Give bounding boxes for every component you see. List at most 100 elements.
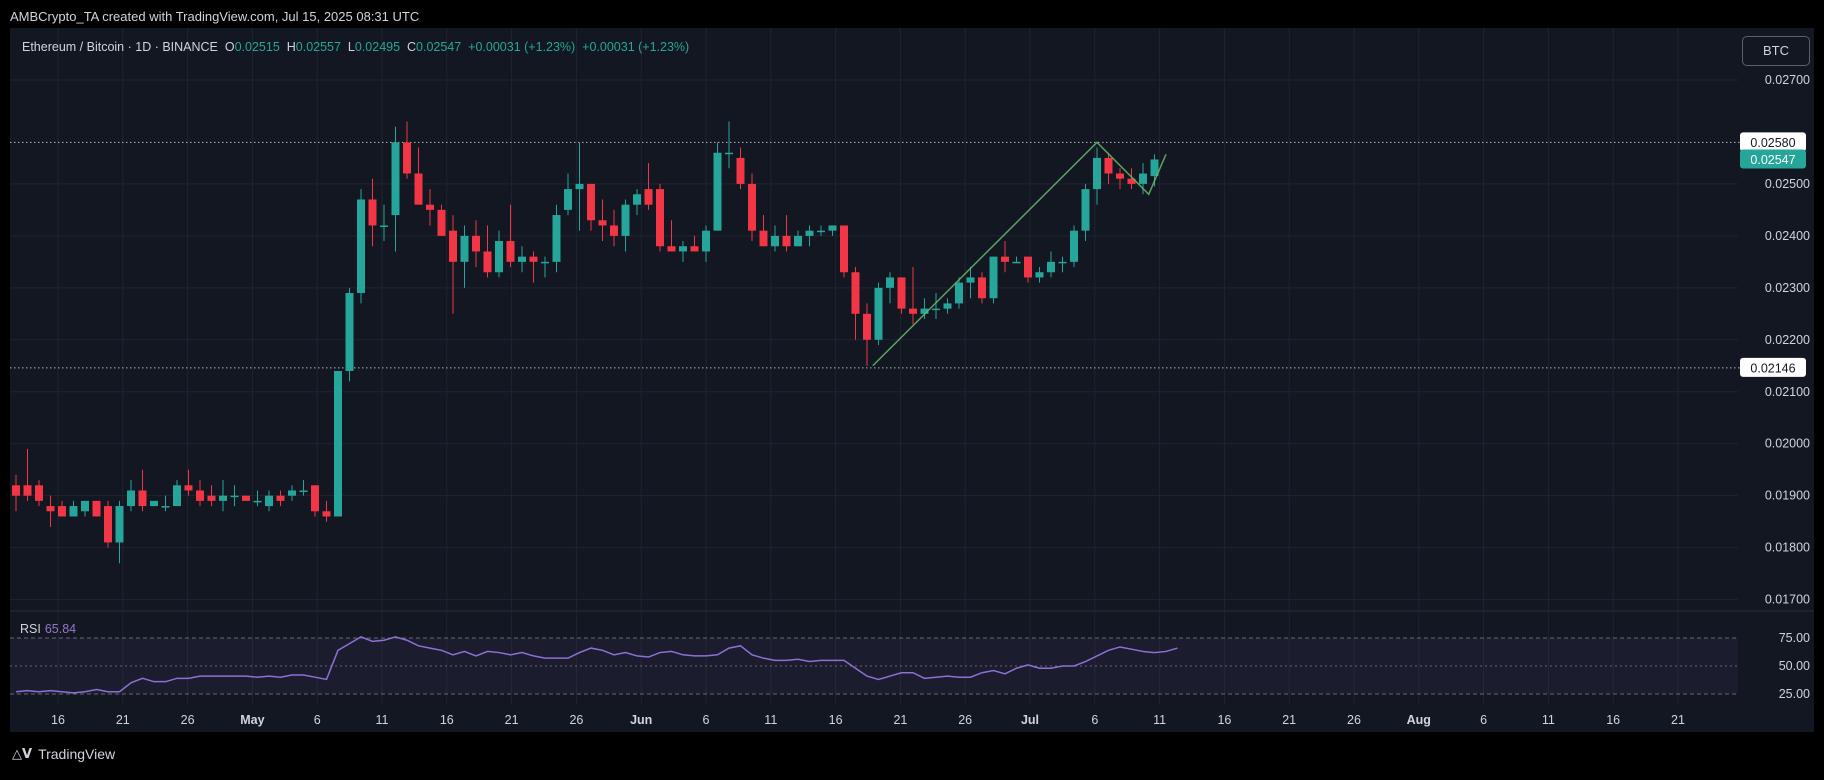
candle-body — [35, 485, 43, 501]
candle-body — [253, 500, 262, 503]
candle-body — [265, 495, 273, 507]
candle-body — [1024, 256, 1032, 278]
candle-body — [173, 485, 181, 507]
candle-body — [380, 225, 388, 227]
candle-body — [541, 261, 549, 264]
candle-body — [552, 215, 561, 262]
x-tick-label: 16 — [1606, 713, 1620, 727]
candle-body — [794, 235, 802, 247]
x-tick-label: 6 — [1091, 713, 1098, 727]
candle-body — [219, 495, 227, 501]
y-tick-label: 0.02400 — [1765, 229, 1810, 243]
tradingview-logo[interactable]: △V TradingView — [12, 746, 115, 762]
attribution-text: AMBCrypto_TA created with TradingView.co… — [10, 9, 420, 24]
rsi-level-label: 25.00 — [1779, 687, 1810, 701]
candles — [12, 121, 1159, 564]
low-label: L — [347, 40, 355, 54]
candle-body — [736, 157, 745, 184]
candle-body — [288, 490, 296, 496]
rsi-line — [15, 636, 1178, 694]
reference-label-bg — [1740, 132, 1806, 152]
change-value-secondary: +0.00031 (+1.23%) — [582, 40, 690, 54]
candle-body — [184, 485, 193, 491]
candle-body — [909, 308, 917, 314]
candle-body — [1127, 178, 1136, 184]
candle-body — [840, 225, 848, 273]
candle-body — [426, 204, 434, 210]
candle-body — [391, 142, 400, 216]
y-tick-label: 0.01900 — [1765, 489, 1810, 503]
candle-body — [403, 142, 411, 174]
x-tick-label: 16 — [51, 713, 65, 727]
last-price-label: 0.02547 — [1750, 153, 1795, 167]
candle-body — [828, 225, 837, 231]
y-tick-label: 0.02200 — [1765, 333, 1810, 347]
rsi-name: RSI — [20, 622, 41, 636]
candle-body — [414, 173, 423, 205]
candle-body — [104, 506, 112, 543]
candle-body — [81, 500, 89, 512]
x-tick-label: 21 — [1282, 713, 1296, 727]
x-tick-label: 16 — [440, 713, 454, 727]
candle-body — [1001, 256, 1009, 262]
candle-body — [863, 313, 871, 340]
candle-body — [644, 189, 653, 205]
candle-body — [115, 506, 124, 543]
candle-body — [1150, 159, 1159, 177]
candle-body — [690, 246, 699, 252]
candle-body — [150, 500, 158, 507]
x-tick-label: 21 — [1671, 713, 1685, 727]
candle-body — [368, 199, 377, 226]
x-tick-label: Jun — [630, 713, 652, 727]
candle-body — [725, 152, 733, 155]
candle-body — [518, 256, 526, 262]
x-tick-label: Jul — [1021, 713, 1039, 727]
candle-body — [748, 183, 756, 231]
candle-body — [276, 495, 285, 501]
candle-body — [322, 511, 331, 517]
open-label: O — [224, 40, 235, 54]
y-tick-label: 0.02300 — [1765, 281, 1810, 295]
candle-body — [483, 251, 492, 273]
candle-body — [633, 194, 641, 205]
open-value: 0.02515 — [234, 40, 280, 54]
candle-body — [12, 485, 20, 496]
candle-body — [1104, 157, 1113, 174]
candle-body — [334, 370, 342, 517]
symbol-title: Ethereum / Bitcoin · 1D · BINANCE — [22, 40, 218, 54]
candle-body — [679, 246, 687, 252]
rsi-band — [10, 638, 1738, 694]
y-tick-label: 0.01700 — [1765, 593, 1810, 607]
candle-body — [311, 485, 319, 512]
candle-body — [1116, 173, 1124, 179]
rsi-legend: RSI 65.84 — [20, 622, 76, 636]
reference-label-bg — [1740, 357, 1806, 377]
candle-body — [587, 183, 595, 221]
candle-body — [299, 490, 308, 492]
candle-body — [1081, 189, 1090, 231]
trend-line — [872, 141, 1167, 367]
currency-badge[interactable]: BTC — [1742, 36, 1810, 66]
close-value: 0.02547 — [416, 40, 462, 54]
candle-body — [127, 490, 135, 507]
reference-label: 0.02146 — [1750, 361, 1795, 375]
candle-body — [46, 506, 55, 512]
candle-body — [161, 506, 170, 508]
y-tick-label: 0.02700 — [1765, 73, 1810, 87]
candle-body — [771, 235, 779, 247]
candle-body — [437, 209, 446, 236]
candle-body — [472, 235, 480, 252]
x-tick-label: 6 — [1480, 713, 1487, 727]
candle-body — [782, 235, 791, 247]
candle-body — [1093, 157, 1101, 190]
candle-body — [759, 230, 768, 247]
x-tick-label: 16 — [1217, 713, 1231, 727]
x-tick-label: 26 — [1347, 713, 1361, 727]
candle-body — [506, 241, 515, 262]
y-tick-label: 0.02500 — [1765, 177, 1810, 191]
high-label: H — [286, 40, 296, 54]
y-tick-label: 0.02000 — [1765, 437, 1810, 451]
close-label: C — [407, 40, 417, 54]
candle-body — [943, 303, 952, 309]
last-price-label-bg — [1740, 149, 1806, 169]
